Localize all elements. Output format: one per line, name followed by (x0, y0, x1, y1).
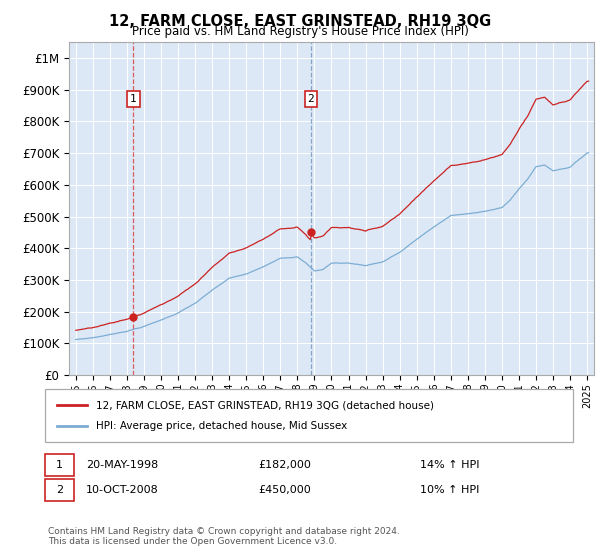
Text: Contains HM Land Registry data © Crown copyright and database right 2024.
This d: Contains HM Land Registry data © Crown c… (48, 526, 400, 546)
Text: 10% ↑ HPI: 10% ↑ HPI (420, 485, 479, 495)
Text: £182,000: £182,000 (258, 460, 311, 470)
Text: HPI: Average price, detached house, Mid Sussex: HPI: Average price, detached house, Mid … (96, 421, 347, 431)
Text: 12, FARM CLOSE, EAST GRINSTEAD, RH19 3QG: 12, FARM CLOSE, EAST GRINSTEAD, RH19 3QG (109, 14, 491, 29)
Text: 1: 1 (130, 94, 137, 104)
Text: 10-OCT-2008: 10-OCT-2008 (86, 485, 158, 495)
Text: 1: 1 (56, 460, 63, 470)
Text: 12, FARM CLOSE, EAST GRINSTEAD, RH19 3QG (detached house): 12, FARM CLOSE, EAST GRINSTEAD, RH19 3QG… (96, 400, 434, 410)
Text: Price paid vs. HM Land Registry's House Price Index (HPI): Price paid vs. HM Land Registry's House … (131, 25, 469, 38)
Text: 20-MAY-1998: 20-MAY-1998 (86, 460, 158, 470)
Text: 2: 2 (307, 94, 314, 104)
Text: 2: 2 (56, 485, 63, 495)
Text: 14% ↑ HPI: 14% ↑ HPI (420, 460, 479, 470)
Text: £450,000: £450,000 (258, 485, 311, 495)
